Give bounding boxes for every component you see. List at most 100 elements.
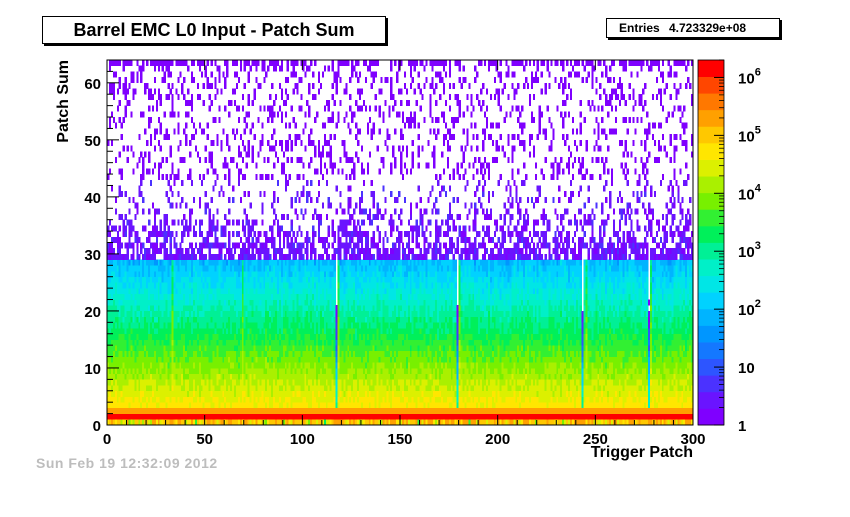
heatmap-cell xyxy=(202,259,205,266)
heatmap-cell xyxy=(411,413,414,420)
heatmap-cell xyxy=(198,276,202,295)
heatmap-cell xyxy=(474,350,477,363)
heatmap-cell xyxy=(306,419,309,426)
heatmap-cell xyxy=(149,316,153,323)
heatmap-cell xyxy=(292,248,295,260)
heatmap-cell xyxy=(374,259,377,266)
heatmap-cell xyxy=(357,271,360,278)
heatmap-cell xyxy=(276,402,280,409)
heatmap-cell xyxy=(400,413,403,420)
heatmap-cell xyxy=(134,328,137,340)
heatmap-cell xyxy=(501,310,504,323)
heatmap-cell xyxy=(335,122,338,129)
heatmap-cell xyxy=(386,407,389,414)
heatmap-cell xyxy=(454,282,457,289)
heatmap-cell xyxy=(480,242,483,249)
heatmap-cell xyxy=(384,305,387,323)
heatmap-cell xyxy=(331,259,334,266)
heatmap-cell xyxy=(126,299,129,312)
heatmap-cell xyxy=(421,94,424,101)
heatmap-cell xyxy=(122,385,125,403)
heatmap-cell xyxy=(308,293,311,306)
heatmap-cell xyxy=(450,379,454,386)
heatmap-cell xyxy=(403,299,407,312)
heatmap-cell xyxy=(138,310,141,323)
heatmap-cell xyxy=(271,259,274,272)
heatmap-cell xyxy=(335,305,338,317)
heatmap-cell xyxy=(415,225,418,243)
heatmap-cell xyxy=(415,339,418,352)
heatmap-cell xyxy=(134,265,137,272)
heatmap-cell xyxy=(446,248,450,255)
heatmap-cell xyxy=(368,219,371,226)
heatmap-cell xyxy=(175,253,178,260)
heatmap-cell xyxy=(196,345,200,357)
heatmap-cell xyxy=(247,94,250,106)
heatmap-cell xyxy=(282,213,286,220)
heatmap-cell xyxy=(353,419,356,426)
heatmap-cell xyxy=(458,367,461,374)
heatmap-cell xyxy=(378,350,381,357)
heatmap-cell xyxy=(343,265,346,272)
heatmap-cell xyxy=(327,407,330,414)
heatmap-cell xyxy=(228,339,231,352)
heatmap-cell xyxy=(499,60,502,66)
heatmap-cell xyxy=(474,385,477,397)
heatmap-cell xyxy=(257,419,260,426)
heatmap-cell xyxy=(400,402,403,409)
heatmap-cell xyxy=(364,362,368,369)
heatmap-cell xyxy=(431,385,434,397)
heatmap-cell xyxy=(251,271,254,289)
heatmap-cell xyxy=(190,390,194,397)
heatmap-cell xyxy=(454,396,457,403)
heatmap-cell xyxy=(329,413,332,420)
heatmap-cell xyxy=(140,419,143,426)
heatmap-cell xyxy=(409,60,413,78)
heatmap-cell xyxy=(341,60,344,66)
heatmap-cell xyxy=(253,88,256,101)
heatmap-cell xyxy=(491,271,495,289)
heatmap-cell xyxy=(202,419,205,426)
heatmap-cell xyxy=(296,413,299,420)
heatmap-cell xyxy=(405,88,409,95)
heatmap-cell xyxy=(230,99,233,106)
heatmap-cell xyxy=(237,77,241,84)
heatmap-cell xyxy=(400,288,403,295)
heatmap-cell xyxy=(177,322,180,340)
heatmap-cell xyxy=(153,145,157,152)
heatmap-cell xyxy=(474,236,477,249)
heatmap-cell xyxy=(456,345,459,352)
heatmap-cell xyxy=(353,373,356,380)
heatmap-cell xyxy=(183,94,186,101)
heatmap-cell xyxy=(243,350,246,374)
heatmap-cell xyxy=(310,179,313,186)
heatmap-cell xyxy=(411,350,414,369)
heatmap-cell xyxy=(187,367,190,374)
heatmap-cell xyxy=(331,265,334,272)
heatmap-cell xyxy=(284,413,287,420)
heatmap-cell xyxy=(456,305,459,317)
heatmap-cell xyxy=(208,94,211,101)
heatmap-cell xyxy=(429,402,432,409)
heatmap-cell xyxy=(222,413,225,420)
heatmap-cell xyxy=(503,385,506,403)
heatmap-cell xyxy=(441,396,444,409)
heatmap-cell xyxy=(237,385,241,397)
heatmap-cell xyxy=(128,208,131,215)
heatmap-cell xyxy=(296,231,299,238)
heatmap-cell xyxy=(198,407,202,414)
heatmap-cell xyxy=(400,128,403,141)
heatmap-cell xyxy=(401,174,405,181)
heatmap-cell xyxy=(114,196,118,203)
heatmap-cell xyxy=(339,219,342,232)
heatmap-cell xyxy=(358,225,362,243)
heatmap-cell xyxy=(187,373,190,380)
heatmap-cell xyxy=(329,356,332,369)
heatmap-cell xyxy=(462,276,465,283)
heatmap-cell xyxy=(499,271,502,278)
heatmap-cell xyxy=(118,225,121,232)
heatmap-cell xyxy=(421,379,424,392)
heatmap-cell xyxy=(493,316,497,340)
heatmap-cell xyxy=(374,407,377,414)
heatmap-cell xyxy=(483,259,487,272)
